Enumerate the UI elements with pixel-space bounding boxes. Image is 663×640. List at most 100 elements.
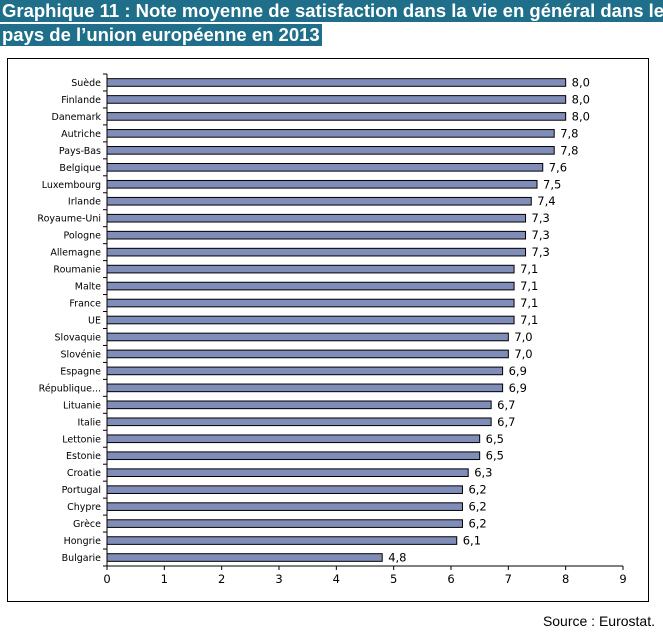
- value-label: 7,5: [543, 177, 561, 191]
- bar: [106, 383, 504, 393]
- title-line-1: Graphique 11 : Note moyenne de satisfact…: [0, 0, 663, 22]
- value-label: 6,3: [474, 466, 492, 480]
- x-tick-label: 3: [275, 572, 282, 586]
- value-label: 6,5: [486, 432, 504, 446]
- value-label: 7,1: [520, 262, 538, 276]
- value-label: 6,1: [463, 534, 481, 548]
- value-label: 7,1: [520, 296, 538, 310]
- value-label: 7,8: [560, 143, 578, 157]
- category-label: Roumanie: [53, 265, 101, 276]
- x-tick-label: 0: [103, 572, 110, 586]
- bar: [106, 179, 538, 189]
- x-tick-label: 9: [619, 572, 626, 586]
- bar: [106, 451, 481, 461]
- category-label: Chypre: [67, 502, 101, 513]
- category-label: Italie: [78, 417, 102, 428]
- category-label: Suède: [71, 78, 101, 89]
- category-label: Pologne: [63, 231, 101, 242]
- x-tick-label: 4: [333, 572, 340, 586]
- source-note: Source : Eurostat.: [542, 613, 655, 629]
- category-label: Lettonie: [62, 434, 101, 445]
- bar: [106, 468, 469, 478]
- category-label: Espagne: [60, 366, 101, 377]
- value-label: 6,7: [497, 398, 515, 412]
- x-tick-label: 1: [161, 572, 168, 586]
- x-tick-label: 2: [218, 572, 225, 586]
- bar: [106, 536, 458, 545]
- bar: [106, 434, 481, 444]
- category-label: Slovaquie: [55, 332, 102, 343]
- value-label: 7,3: [532, 228, 550, 242]
- title-line-2: pays de l’union européenne en 2013: [0, 24, 322, 46]
- category-label: Danemark: [52, 112, 102, 123]
- bar-chart: Suède 8,0 Finlande 8,0 Danemark 8,0 Autriche 7,…: [37, 73, 627, 586]
- bar: [106, 213, 527, 223]
- bar: [106, 298, 515, 308]
- value-label: 7,1: [520, 313, 538, 327]
- bar: [106, 129, 555, 138]
- bar: [106, 264, 515, 274]
- category-label: France: [69, 299, 101, 310]
- category-label: Bulgarie: [62, 553, 102, 564]
- x-tick-label: 7: [505, 572, 512, 586]
- bar: [106, 502, 463, 511]
- value-label: 6,9: [509, 381, 527, 395]
- category-label: Belgique: [59, 163, 101, 174]
- bar: [106, 95, 567, 104]
- x-tick-label: 6: [447, 572, 454, 586]
- category-label: Estonie: [66, 451, 101, 462]
- bar: [106, 553, 383, 562]
- category-label: Portugal: [62, 485, 101, 496]
- value-label: 6,9: [509, 364, 527, 378]
- bar: [106, 485, 463, 494]
- category-label: Croatie: [67, 468, 101, 479]
- bar: [106, 315, 515, 325]
- value-label: 7,6: [549, 160, 567, 174]
- bar: [106, 281, 515, 291]
- value-label: 4,8: [388, 551, 406, 565]
- category-label: Grèce: [73, 519, 101, 530]
- bar: [106, 332, 509, 342]
- category-label: Royaume-Uni: [37, 214, 101, 225]
- value-label: 8,0: [572, 92, 590, 106]
- category-label: Hongrie: [64, 536, 102, 547]
- category-label: Irlande: [68, 197, 101, 208]
- value-label: 7,0: [514, 330, 532, 344]
- bar: [106, 519, 463, 528]
- bar: [106, 417, 492, 427]
- value-label: 7,8: [560, 126, 578, 140]
- value-label: 8,0: [572, 109, 590, 123]
- value-label: 7,1: [520, 279, 538, 293]
- value-label: 8,0: [572, 75, 590, 89]
- category-label: Autriche: [61, 129, 101, 140]
- value-label: 6,2: [468, 483, 486, 497]
- bar: [106, 247, 527, 257]
- bar: [106, 112, 567, 121]
- bar: [106, 78, 567, 87]
- category-label: République...: [39, 383, 101, 394]
- value-label: 6,5: [486, 449, 504, 463]
- value-label: 7,3: [532, 245, 550, 259]
- x-tick-label: 5: [390, 572, 397, 586]
- category-label: Lituanie: [63, 400, 101, 411]
- value-label: 6,7: [497, 415, 515, 429]
- bar: [106, 146, 555, 155]
- value-label: 6,2: [468, 517, 486, 531]
- bar: [106, 196, 532, 206]
- bar: [106, 366, 504, 376]
- value-label: 7,3: [532, 211, 550, 225]
- category-label: Luxembourg: [42, 180, 101, 191]
- category-label: Allemagne: [50, 248, 101, 259]
- x-tick-label: 8: [562, 572, 569, 586]
- bar: [106, 400, 492, 410]
- value-label: 7,4: [537, 194, 555, 208]
- chart-frame: [7, 58, 649, 602]
- bar: [106, 162, 544, 172]
- category-label: Slovénie: [61, 349, 102, 360]
- value-label: 7,0: [514, 347, 532, 361]
- bar: [106, 349, 509, 359]
- category-label: Finlande: [61, 95, 101, 106]
- category-label: UE: [88, 316, 101, 327]
- category-label: Malte: [75, 282, 101, 293]
- bar: [106, 230, 527, 240]
